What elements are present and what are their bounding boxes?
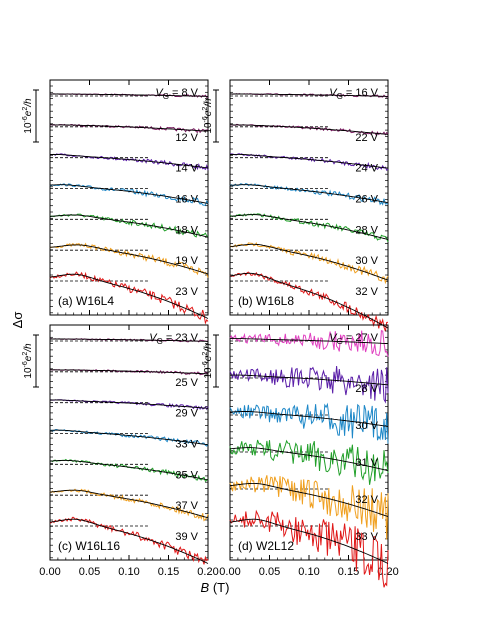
series-30v	[229, 242, 389, 285]
series-label: 29 V	[175, 408, 198, 420]
series-label: 24 V	[355, 163, 378, 175]
fit-curve	[230, 184, 389, 204]
scale-bar-label: 10-6e2/h	[202, 343, 214, 379]
x-tick-label: 0.10	[118, 566, 139, 578]
scale-bar-label: 10-6e2/h	[202, 98, 214, 134]
fit-curve	[49, 214, 209, 238]
series-label: VG = 23 V	[149, 332, 198, 346]
series-37v	[49, 488, 209, 522]
fit-curve	[50, 93, 208, 97]
fit-curve	[49, 184, 209, 204]
panel-3: 0.00 0.05 0.10 0.15 0.20 10-6e2/h VG = 23 V 25 …	[22, 324, 219, 578]
fit-curve	[49, 518, 209, 564]
fit-curve	[50, 369, 208, 375]
fit-curve	[49, 489, 209, 519]
series-label: 12 V	[175, 132, 198, 144]
x-tick-label: 0.15	[158, 566, 179, 578]
x-tick-label: 0.10	[298, 566, 319, 578]
fit-curve	[50, 429, 209, 446]
fit-curve	[50, 154, 209, 169]
fit-curve	[230, 93, 388, 97]
series-label: VG = 8 V	[155, 87, 198, 101]
x-axis-title: B (T)	[201, 580, 230, 595]
series-label: 39 V	[175, 531, 198, 543]
series-label: 30 V	[355, 420, 378, 432]
series-label: 32 V	[355, 494, 378, 506]
x-tick-label: 0.00	[219, 566, 240, 578]
series-24v	[229, 153, 389, 171]
x-axis-unit: (T)	[209, 580, 229, 595]
series-label: 30 V	[355, 255, 378, 267]
series-label: 14 V	[175, 163, 198, 175]
fit-curve	[230, 124, 389, 135]
x-tick-label: 0.05	[259, 566, 280, 578]
series-label: 16 V	[175, 194, 198, 206]
panel-label: (b) W16L8	[238, 294, 294, 308]
fit-curve	[50, 399, 209, 409]
fit-curve	[229, 518, 389, 564]
fit-curve	[229, 243, 389, 281]
fit-curve	[49, 459, 209, 481]
panel-label: (c) W16L16	[58, 539, 120, 553]
panel-label: (d) W2L12	[238, 539, 294, 553]
series-label: 19 V	[175, 255, 198, 267]
series-29v	[49, 399, 209, 411]
x-tick-label: 0.00	[39, 566, 60, 578]
series-19v	[49, 242, 209, 278]
fit-curve	[230, 411, 389, 427]
fit-curve	[50, 338, 208, 342]
panels: 10-6e2/h VG = 8 V 12 V 14 V 16 V 18 V 19 V 23 V…	[22, 79, 399, 588]
fit-curve	[230, 153, 389, 169]
fit-curve	[230, 374, 389, 386]
series-label: 26 V	[355, 194, 378, 206]
fit-curve	[49, 273, 209, 319]
series-label: VG = 27 V	[329, 332, 378, 346]
series-16v	[49, 183, 209, 206]
fit-curve	[229, 482, 389, 518]
series-27v	[229, 330, 389, 357]
series-30v	[229, 402, 389, 444]
series-label: 18 V	[175, 224, 198, 236]
series-label: 23 V	[175, 286, 198, 298]
series-label: 33 V	[175, 439, 198, 451]
x-tick-label: 0.05	[79, 566, 100, 578]
series-label: 32 V	[355, 286, 378, 298]
panel-1: 10-6e2/h VG = 8 V 12 V 14 V 16 V 18 V 19 V 23 V…	[22, 79, 209, 325]
series-label: 35 V	[175, 469, 198, 481]
fit-curve	[229, 272, 389, 329]
series-label: 25 V	[175, 377, 198, 389]
x-tick-label: 0.20	[197, 566, 218, 578]
scale-bar-label: 10-6e2/h	[22, 343, 34, 379]
series-label: 31 V	[355, 457, 378, 469]
series-label: 33 V	[355, 531, 378, 543]
scale-bar-label: 10-6e2/h	[22, 98, 34, 134]
series-33v	[229, 509, 389, 588]
x-tick-label: 0.15	[338, 566, 359, 578]
series-32v	[229, 271, 389, 332]
fit-curve	[229, 447, 389, 472]
series-23v	[49, 271, 209, 325]
series-label: 37 V	[175, 500, 198, 512]
series-label: 28 V	[355, 224, 378, 236]
fit-curve	[230, 338, 389, 345]
panel-2: 10-6e2/h VG = 16 V 22 V 24 V 26 V 28 V 30 V 32 …	[202, 79, 389, 332]
fit-curve	[229, 214, 389, 240]
series-label: 28 V	[355, 383, 378, 395]
panel-frame	[229, 324, 389, 561]
series-32v	[229, 475, 389, 540]
x-axis-var: B	[201, 580, 210, 595]
fit-curve	[50, 124, 209, 132]
series-label: 22 V	[355, 132, 378, 144]
panel-label: (a) W16L4	[58, 294, 114, 308]
delta-sigma-ylabel: Δσ	[10, 312, 25, 329]
fit-curve	[49, 244, 209, 275]
series-39v	[49, 516, 209, 565]
series-label: VG = 16 V	[329, 87, 378, 101]
